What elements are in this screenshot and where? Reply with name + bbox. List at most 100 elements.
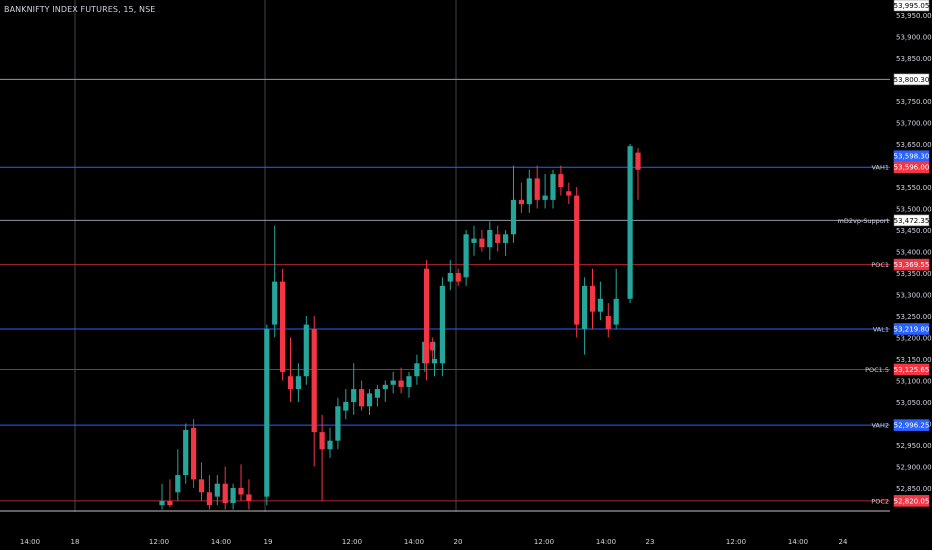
time-tick-label: 12:00 — [534, 538, 554, 546]
candle — [518, 182, 524, 213]
candle-body — [335, 406, 341, 441]
candle — [303, 316, 309, 385]
time-tick-label: 23 — [646, 538, 655, 546]
price-tick-label: 52,850.00 — [896, 485, 932, 493]
candle-body — [566, 191, 572, 196]
candle — [390, 371, 396, 394]
candle — [589, 268, 596, 329]
time-tick-label: 18 — [71, 538, 80, 546]
price-levels — [0, 78, 890, 512]
price-label-box — [893, 214, 930, 227]
candle — [191, 419, 197, 488]
candle — [487, 221, 493, 261]
level-name-label: VAH2 — [871, 422, 889, 430]
time-tick-label: 14:00 — [596, 538, 616, 546]
candle-body — [183, 429, 189, 476]
candle-body — [431, 359, 438, 364]
candle — [206, 475, 212, 510]
candle-body — [613, 298, 619, 325]
time-tick-label: 20 — [454, 538, 463, 546]
candle — [159, 483, 165, 510]
price-label-text: 53,472.35 — [894, 217, 930, 225]
level-name-label: mD2vp-Support — [838, 217, 890, 225]
price-tick-label: 53,900.00 — [896, 34, 932, 42]
price-tick-label: 53,200.00 — [896, 335, 932, 343]
candle-body — [230, 488, 236, 504]
candle — [359, 380, 365, 411]
candle — [627, 144, 633, 304]
candle — [613, 268, 619, 329]
price-tick-label: 53,450.00 — [896, 227, 932, 235]
level-price-label: 53,219.80 — [893, 323, 930, 335]
candle — [424, 260, 430, 381]
level-price-label: 53,369.55 — [893, 258, 930, 271]
candle-body — [439, 285, 445, 364]
candle-body — [319, 432, 325, 450]
candle-body — [487, 230, 493, 248]
candle — [605, 303, 611, 338]
candle — [558, 165, 564, 196]
level-price-labels: 53,995.05 53,800.30 53,598.30 53,596.00 VAH1… — [838, 0, 930, 507]
candle-body — [574, 195, 580, 325]
time-axis[interactable]: 14:00 18 12:00 14:00 19 12:00 14:00 20 12:00 14:0… — [0, 512, 932, 550]
candle-body — [597, 298, 603, 312]
candle — [510, 165, 517, 243]
time-tick-label: 24 — [839, 538, 848, 546]
candle — [550, 169, 556, 209]
time-tick-label: 14:00 — [404, 538, 424, 546]
candle-body — [303, 324, 309, 377]
candle-body — [327, 440, 333, 450]
candle — [635, 148, 641, 200]
price-label-box — [893, 419, 930, 431]
candle-body — [390, 380, 396, 385]
candle-body — [542, 195, 548, 200]
candle-body — [414, 363, 420, 377]
candle — [366, 389, 373, 415]
level-price-label: 53,472.35 — [893, 214, 930, 227]
level-price-label: 53,596.00 — [893, 161, 930, 174]
price-tick-label: 53,550.00 — [896, 184, 932, 192]
price-tick-label: 53,400.00 — [896, 249, 932, 257]
candle-body — [495, 234, 501, 243]
level-name-label: VAH1 — [871, 164, 889, 172]
price-label-box — [893, 258, 930, 271]
price-tick-label: 53,750.00 — [896, 98, 932, 106]
time-axis-background — [0, 512, 932, 550]
candle-body — [311, 328, 317, 433]
level-name-label: POC1.5 — [865, 366, 889, 374]
candle — [175, 449, 181, 501]
candle — [287, 337, 294, 402]
level-price-label: 53,800.30 — [894, 73, 929, 86]
candle — [455, 268, 461, 286]
candle — [230, 483, 236, 510]
candle — [382, 380, 388, 402]
candle-body — [589, 285, 596, 312]
price-tick-label: 53,050.00 — [896, 399, 932, 407]
candle-body — [479, 238, 485, 248]
candle — [343, 389, 349, 420]
time-tick-label: 14:00 — [788, 538, 808, 546]
price-label-box — [893, 323, 930, 335]
candle-body — [635, 152, 641, 170]
candle — [431, 341, 438, 377]
time-tick-label: 12:00 — [342, 538, 362, 546]
price-label-text: 53,598.30 — [894, 153, 930, 161]
candle-body — [238, 488, 244, 495]
time-tick-label: 12:00 — [726, 538, 746, 546]
candle — [198, 462, 205, 501]
candle-body — [343, 402, 349, 411]
price-label-text: 53,596.00 — [894, 164, 930, 172]
price-label-text: 52,996.25 — [894, 422, 930, 430]
candle — [295, 363, 301, 402]
candle-body — [280, 281, 286, 372]
level-name-label: POC1 — [871, 261, 889, 269]
price-tick-label: 53,100.00 — [896, 378, 932, 386]
price-label-text: 53,369.55 — [894, 261, 930, 269]
candle — [398, 367, 404, 394]
candle — [335, 397, 341, 450]
candle-body — [605, 316, 611, 329]
candle — [495, 225, 501, 252]
candle — [280, 268, 286, 381]
price-label-box — [893, 161, 930, 174]
